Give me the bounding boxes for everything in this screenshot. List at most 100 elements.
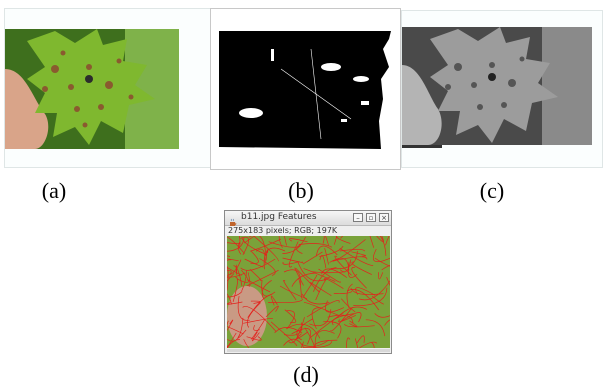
feature-curve: [327, 314, 354, 324]
feature-curve: [282, 257, 304, 263]
feature-curve: [263, 247, 286, 270]
feature-curve: [301, 341, 304, 348]
feature-curve: [233, 265, 243, 287]
feature-curve: [322, 236, 325, 244]
feature-curve: [376, 236, 384, 243]
feature-curve: [353, 287, 388, 306]
feature-curve: [309, 309, 332, 327]
feature-curve: [321, 268, 348, 278]
feature-curve: [227, 259, 242, 276]
feature-curve: [298, 243, 333, 248]
feature-curve: [244, 258, 264, 268]
feature-curve: [227, 259, 232, 261]
feature-curve: [311, 307, 322, 330]
feature-curve: [351, 261, 372, 275]
feature-curve: [227, 320, 229, 326]
feature-curve: [282, 261, 300, 265]
feature-curve: [356, 335, 365, 344]
feature-curve: [268, 298, 303, 304]
leaf-binary-image: [211, 9, 400, 169]
java-coffee-icon: [228, 213, 238, 226]
feature-curve: [365, 319, 386, 337]
feature-curve: [288, 317, 305, 344]
feature-curve: [344, 323, 375, 328]
feature-curve: [261, 280, 272, 300]
feature-curve: [227, 291, 243, 298]
feature-curve: [265, 249, 269, 261]
feature-curve: [358, 341, 378, 348]
feature-curve: [379, 236, 387, 256]
feature-curve: [253, 324, 260, 331]
feature-curve: [332, 256, 368, 262]
feature-curve: [227, 242, 241, 245]
feature-curve: [315, 276, 331, 301]
feature-curve: [355, 287, 376, 296]
feature-curve: [301, 293, 330, 305]
feature-curve: [296, 318, 314, 341]
feature-curve: [312, 271, 346, 274]
panel-a-color-leaf: [4, 8, 212, 168]
feature-curve: [227, 317, 244, 342]
feature-curve: [243, 236, 256, 244]
feature-curve: [384, 319, 390, 326]
close-button[interactable]: ×: [379, 213, 389, 222]
feature-curve: [247, 272, 251, 287]
feature-curve: [246, 302, 261, 328]
feature-curve: [386, 276, 390, 287]
feature-curve: [249, 269, 262, 281]
feature-curve: [253, 236, 279, 262]
caption-b: (b): [288, 178, 314, 203]
feature-curve: [374, 313, 390, 318]
feature-curve: [330, 306, 353, 332]
feature-curve: [242, 306, 277, 332]
feature-curve: [324, 247, 329, 265]
feature-curve: [227, 293, 232, 305]
feature-curve: [373, 248, 390, 263]
feature-curve: [333, 290, 353, 294]
feature-curve: [227, 332, 237, 348]
feature-curve: [336, 236, 351, 244]
feature-curve: [236, 269, 249, 283]
feature-curve: [303, 275, 318, 297]
feature-curve: [227, 339, 241, 348]
leaf-grayscale-image: [402, 11, 602, 167]
feature-curve: [339, 312, 362, 323]
feature-curve: [341, 298, 356, 313]
feature-curve: [288, 241, 299, 268]
feature-curve: [294, 267, 304, 286]
caption-d: (d): [293, 362, 319, 387]
feature-curve: [227, 270, 232, 275]
feature-curve: [303, 302, 339, 316]
caption-a: (a): [41, 178, 67, 203]
feature-curve: [240, 236, 249, 256]
feature-curve: [256, 248, 266, 264]
feature-curve: [283, 269, 301, 286]
feature-curve: [286, 310, 295, 330]
feature-curve: [351, 251, 366, 257]
features-canvas[interactable]: [227, 236, 390, 348]
feature-curve: [283, 280, 297, 301]
window-titlebar[interactable]: b11.jpg Features – ▫ ×: [225, 211, 391, 226]
feature-curve: [251, 318, 266, 340]
window-scrollbar[interactable]: [227, 349, 390, 352]
feature-curve: [304, 327, 315, 348]
feature-curve: [291, 272, 317, 287]
feature-curve: [241, 270, 247, 292]
feature-curve: [250, 300, 261, 304]
feature-curve: [351, 266, 367, 289]
feature-curve: [318, 268, 341, 283]
feature-curve: [241, 237, 267, 255]
feature-curve: [248, 236, 267, 256]
feature-curve: [346, 289, 380, 311]
maximize-button[interactable]: ▫: [366, 213, 376, 222]
feature-curve: [243, 339, 250, 348]
feature-curve: [306, 300, 340, 318]
feature-curve: [369, 236, 375, 248]
feature-curve: [286, 323, 321, 339]
feature-curve: [313, 267, 337, 292]
minimize-button[interactable]: –: [353, 213, 363, 222]
feature-curve: [240, 258, 276, 271]
feature-curve: [346, 337, 351, 348]
feature-curve: [291, 328, 311, 345]
feature-curve: [270, 321, 298, 346]
